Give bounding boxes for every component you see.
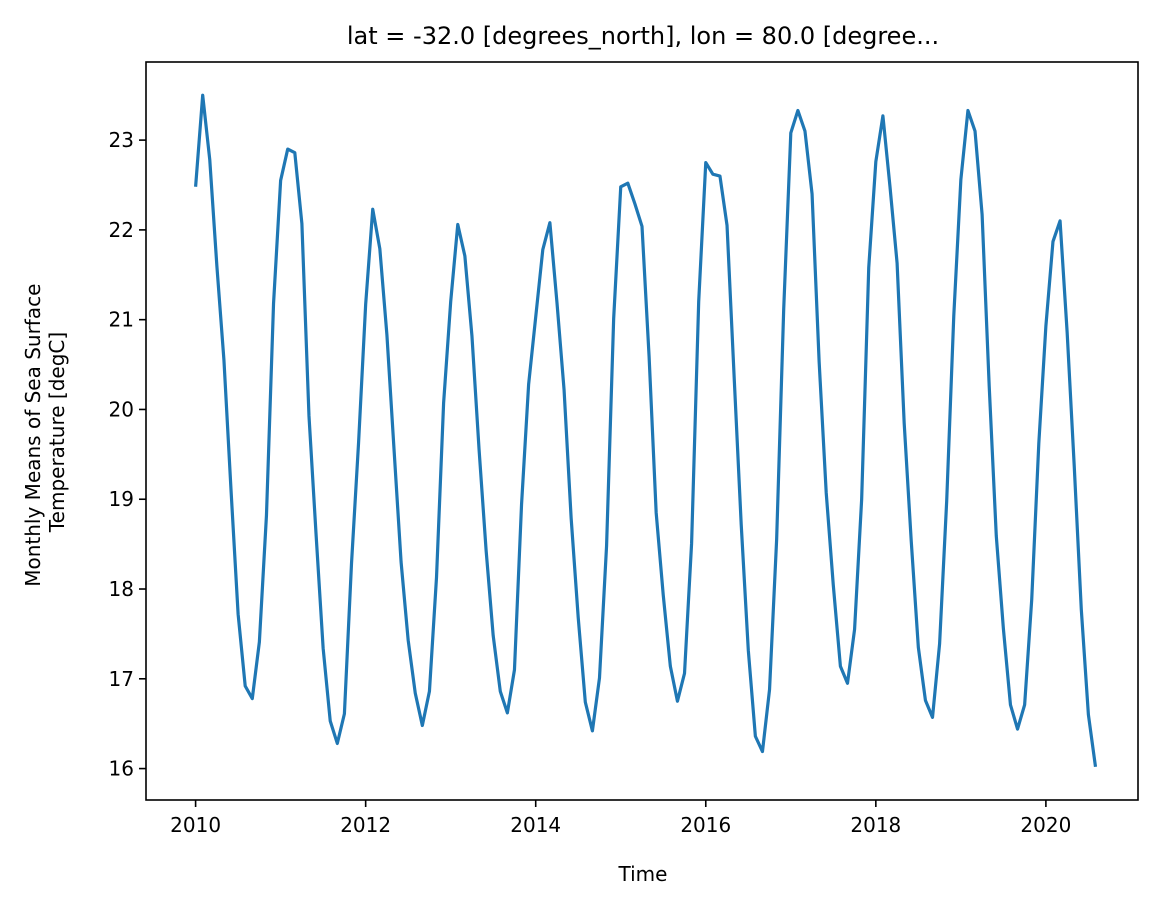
x-axis-title: Time [618,862,668,886]
y-tick-label: 18 [109,577,134,601]
y-tick-label: 19 [109,487,134,511]
y-axis: 16 17 18 19 20 21 22 23 [109,128,146,781]
plot-frame [145,61,1139,801]
y-tick-label: 17 [109,667,134,691]
x-tick-label: 2016 [680,813,731,837]
x-tick-label: 2014 [510,813,561,837]
x-tick-label: 2010 [170,813,221,837]
y-tick-label: 22 [109,218,134,242]
y-axis-title-line-2: Temperature [degC] [45,332,69,533]
y-tick-label: 21 [109,308,134,332]
x-tick-label: 2018 [850,813,901,837]
y-axis-title-line-1: Monthly Means of Sea Surface [21,284,45,587]
chart-title: lat = -32.0 [degrees_north], lon = 80.0 … [347,22,939,50]
y-tick-label: 23 [109,128,134,152]
y-tick-label: 20 [109,397,134,421]
x-tick-label: 2020 [1020,813,1071,837]
y-tick-label: 16 [109,757,134,781]
x-tick-label: 2012 [340,813,391,837]
y-axis-title: Monthly Means of Sea Surface Temperature… [21,277,69,587]
sst-series-line [194,93,1098,767]
x-axis: 2010 2012 2014 2016 2018 2020 [170,800,1071,837]
